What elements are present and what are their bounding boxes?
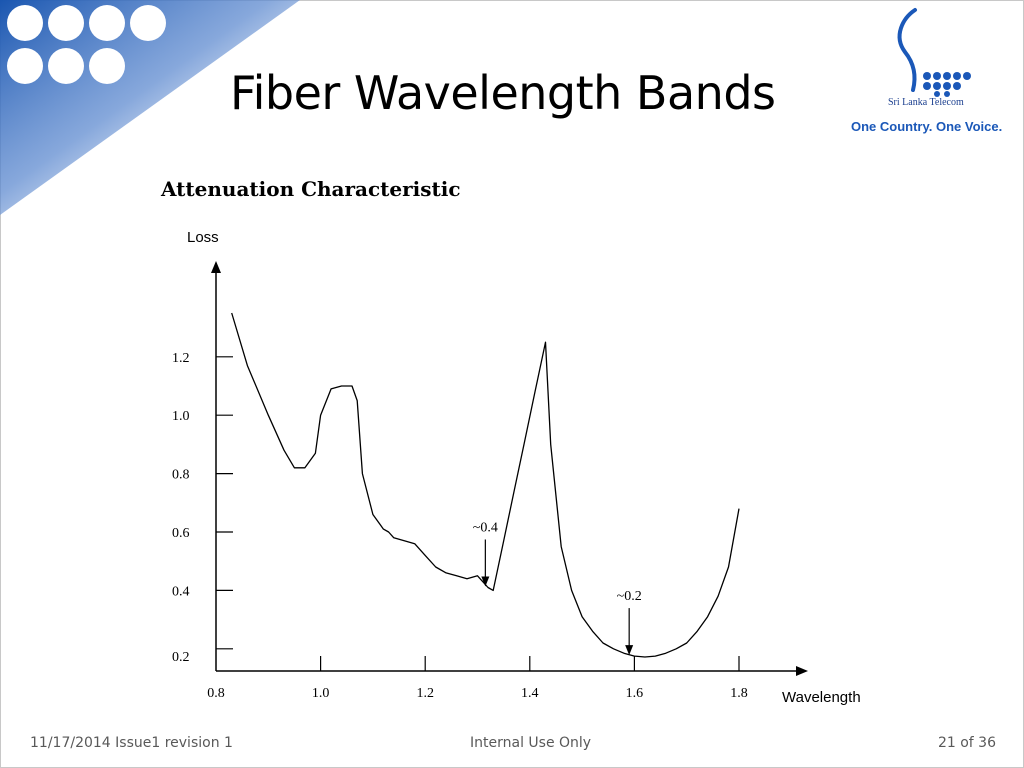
decor-circle bbox=[7, 48, 43, 84]
footer-page-number: 21 of 36 bbox=[937, 735, 996, 751]
y-tick-label: 0.8 bbox=[172, 468, 190, 483]
footer-classification: Internal Use Only bbox=[470, 735, 592, 751]
x-tick-label: 1.8 bbox=[730, 686, 748, 701]
y-tick-label: 0.4 bbox=[172, 584, 190, 599]
decor-circle bbox=[48, 48, 84, 84]
attenuation-curve bbox=[231, 312, 740, 658]
x-tick-label: 1.6 bbox=[626, 686, 644, 701]
x-tick-label: 1.4 bbox=[521, 686, 539, 701]
annotation-arrowhead bbox=[481, 576, 490, 587]
decor-circle bbox=[48, 5, 84, 41]
chart-heading: Attenuation Characteristic bbox=[161, 177, 461, 201]
x-axis-arrow bbox=[796, 666, 808, 676]
decor-circle bbox=[89, 48, 125, 84]
x-tick-label: 0.8 bbox=[207, 686, 225, 701]
logo-tagline: One Country. One Voice. bbox=[851, 119, 1003, 134]
x-tick-label: 1.0 bbox=[312, 686, 330, 701]
annotation-label: ~0.2 bbox=[617, 589, 642, 604]
slide-title: Fiber Wavelength Bands bbox=[230, 66, 776, 120]
logo-company-name: Sri Lanka Telecom bbox=[888, 97, 964, 108]
x-tick-label: 1.2 bbox=[416, 686, 434, 701]
decor-circle bbox=[89, 5, 125, 41]
x-axis-label: Wavelength bbox=[782, 689, 861, 706]
y-axis-label: Loss bbox=[187, 229, 219, 246]
y-axis-arrow bbox=[211, 261, 221, 273]
y-tick-label: 1.2 bbox=[172, 351, 190, 366]
annotation-label: ~0.4 bbox=[473, 520, 498, 535]
corner-decoration bbox=[0, 0, 300, 215]
y-tick-label: 0.6 bbox=[172, 526, 190, 541]
footer-date-issue: 11/17/2014 Issue1 revision 1 bbox=[30, 735, 233, 751]
company-logo: Sri Lanka Telecom One Country. One Voice… bbox=[845, 6, 1020, 138]
logo-mark bbox=[897, 8, 971, 97]
decor-circle bbox=[130, 5, 166, 41]
logo-s-swoosh bbox=[897, 8, 917, 92]
annotation-arrowhead bbox=[625, 645, 634, 656]
y-tick-label: 0.2 bbox=[172, 650, 190, 665]
decor-circle bbox=[7, 5, 43, 41]
y-tick-label: 1.0 bbox=[172, 409, 190, 424]
